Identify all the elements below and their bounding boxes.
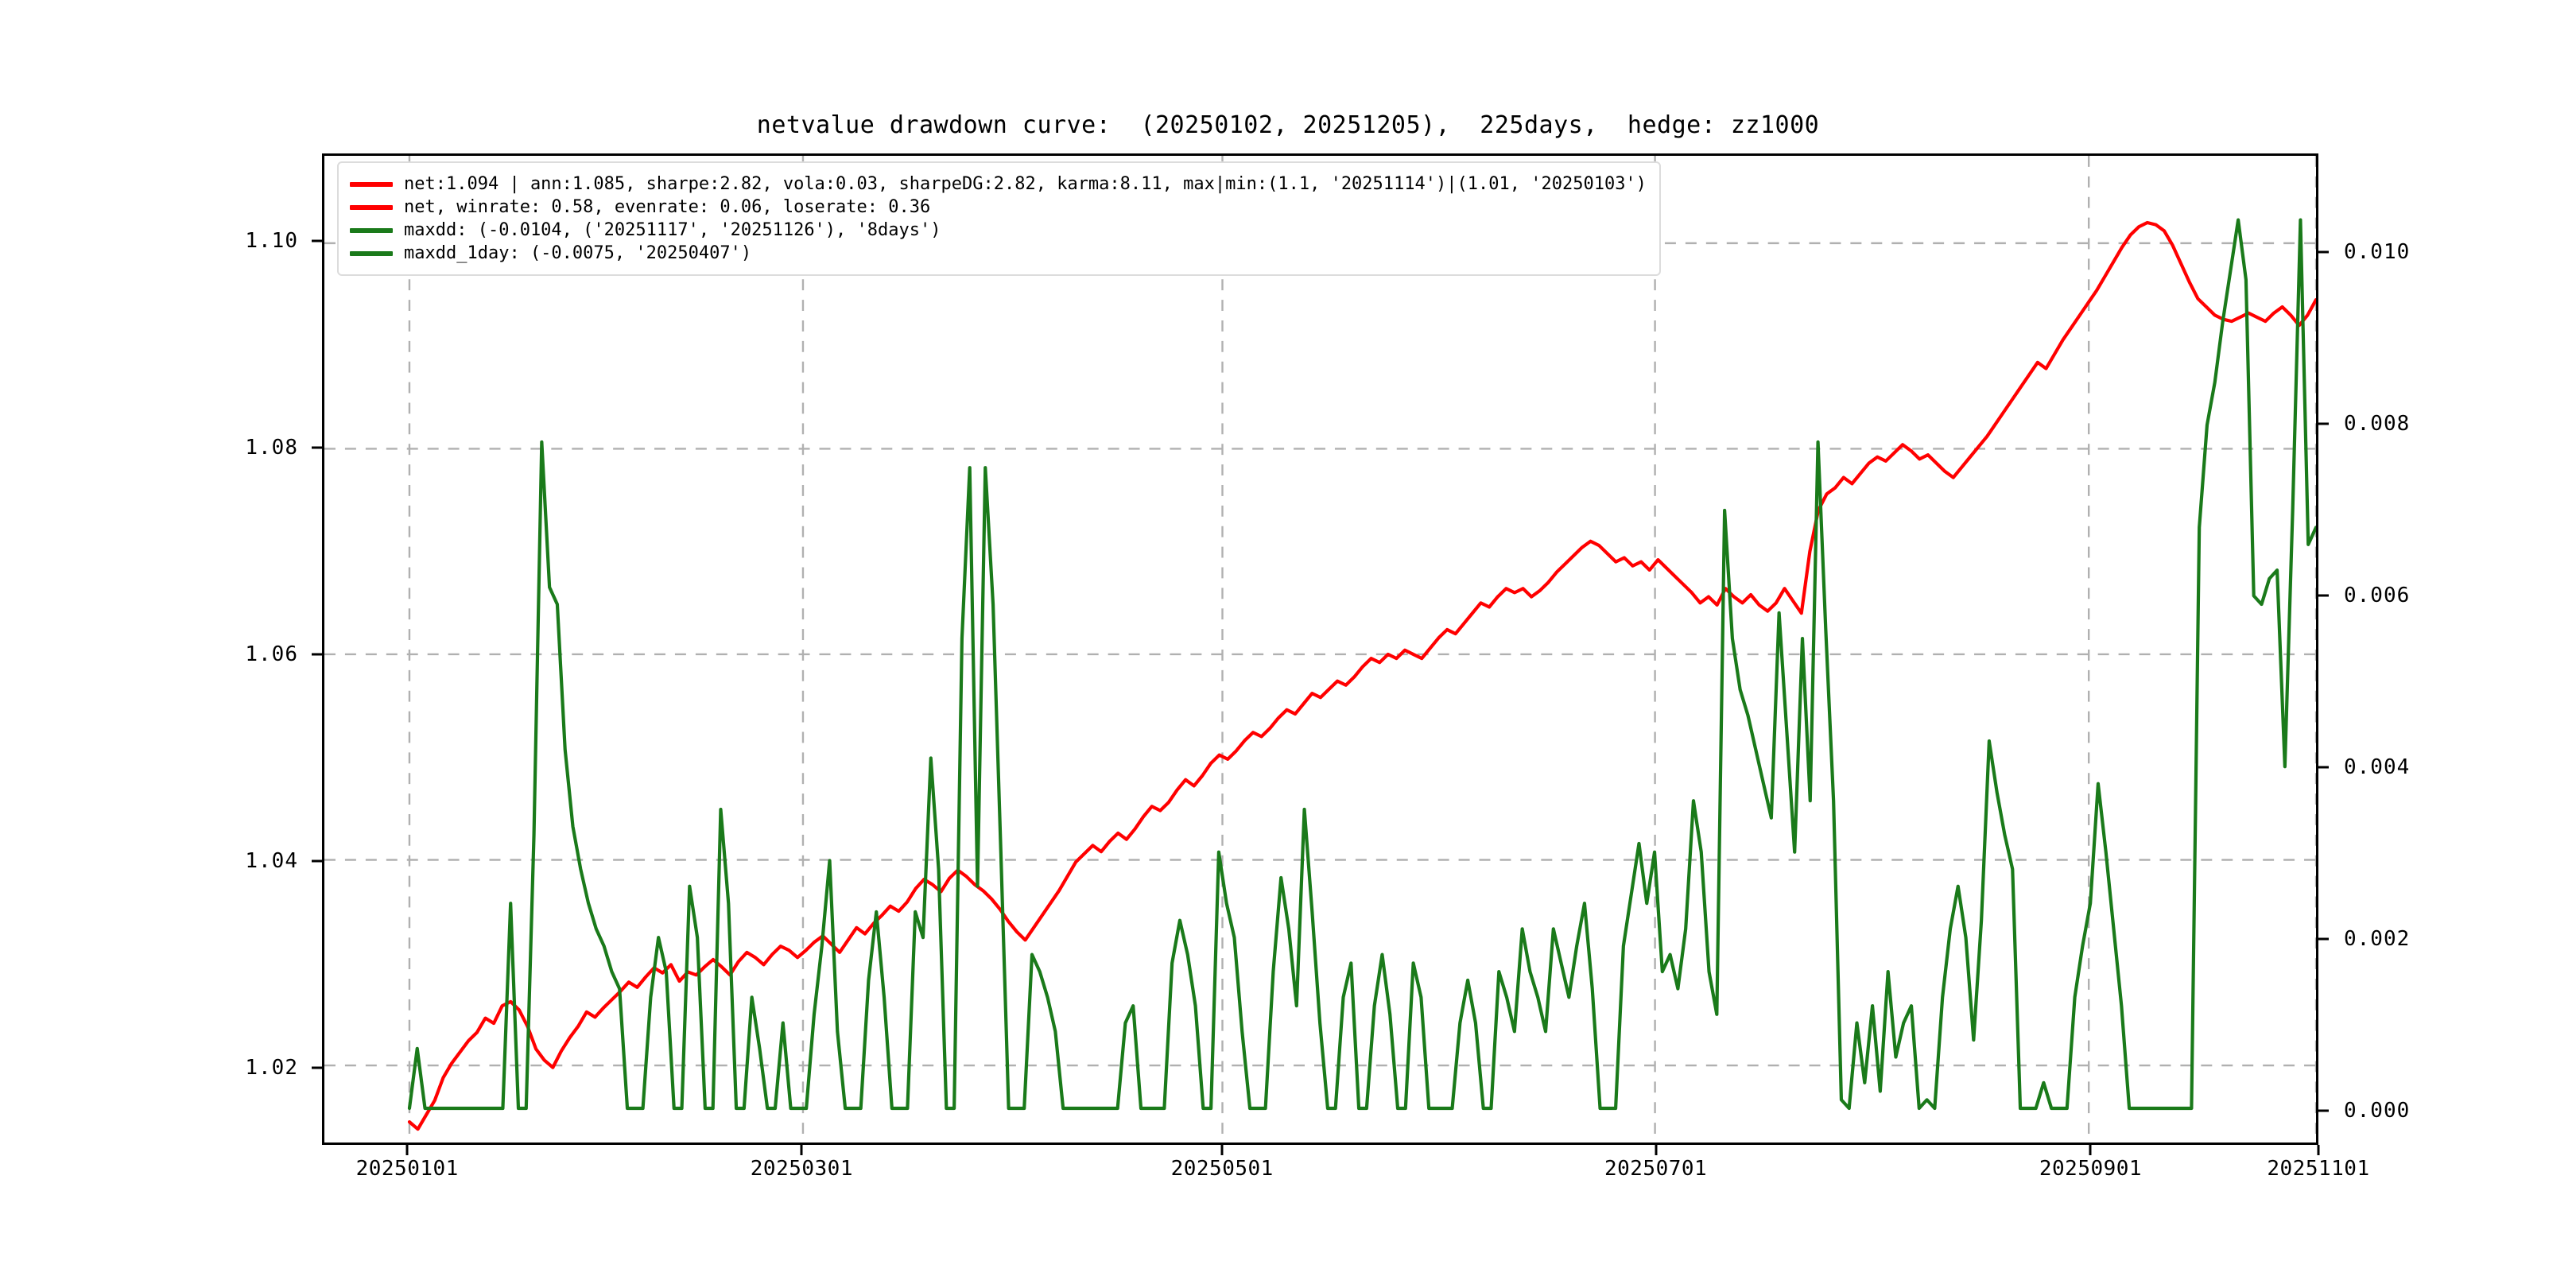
y-axis-right-tick-label: 0.006 (2344, 584, 2411, 608)
chart-legend: net:1.094 | ann:1.085, sharpe:2.82, vola… (337, 161, 1661, 276)
y-axis-left-tick-mark (312, 1066, 322, 1069)
y-axis-left-tick-label: 1.10 (245, 229, 298, 254)
y-axis-right-tick-mark (2318, 766, 2329, 769)
legend-color-swatch (350, 181, 393, 187)
y-axis-left-tick-label: 1.06 (245, 642, 298, 666)
chart-title: netvalue drawdown curve: (20250102, 2025… (756, 111, 1820, 139)
x-axis-tick-mark (1220, 1145, 1224, 1155)
x-axis-tick-mark (405, 1145, 409, 1155)
legend-label: maxdd_1day: (-0.0075, '20250407') (404, 243, 752, 263)
y-axis-right-tick-label: 0.010 (2344, 240, 2411, 265)
y-axis-right-tick-label: 0.002 (2344, 926, 2411, 951)
legend-label: net:1.094 | ann:1.085, sharpe:2.82, vola… (404, 174, 1647, 194)
x-axis-tick-label: 20250701 (1604, 1157, 1708, 1181)
x-axis-tick-mark (2089, 1145, 2092, 1155)
y-axis-left-tick-mark (312, 446, 322, 449)
x-axis-tick-label: 20251101 (2267, 1157, 2370, 1181)
y-axis-right-tick-mark (2318, 594, 2329, 597)
x-axis-tick-mark (1655, 1145, 1658, 1155)
plot-area (322, 153, 2318, 1145)
legend-label: net, winrate: 0.58, evenrate: 0.06, lose… (404, 197, 931, 217)
y-axis-right-tick-mark (2318, 937, 2329, 941)
plot-canvas (324, 156, 2316, 1143)
y-axis-right-tick-label: 0.008 (2344, 412, 2411, 436)
y-axis-right-tick-mark (2318, 1109, 2329, 1112)
x-axis-tick-mark (2317, 1145, 2320, 1155)
y-axis-right-tick-label: 0.000 (2344, 1098, 2411, 1123)
x-axis-tick-label: 20250901 (2039, 1157, 2143, 1181)
y-axis-right-tick-mark (2318, 422, 2329, 425)
legend-entry[interactable]: maxdd_1day: (-0.0075, '20250407') (350, 242, 1647, 265)
y-axis-left-tick-label: 1.08 (245, 436, 298, 460)
y-axis-left-tick-mark (312, 859, 322, 863)
y-axis-left-tick-label: 1.02 (245, 1055, 298, 1080)
x-axis-tick-label: 20250101 (355, 1157, 459, 1181)
y-axis-left-tick-mark (312, 653, 322, 656)
x-axis-tick-mark (800, 1145, 803, 1155)
legend-entry[interactable]: net, winrate: 0.58, evenrate: 0.06, lose… (350, 196, 1647, 219)
series-layer (407, 218, 2316, 1131)
x-axis-tick-label: 20250501 (1170, 1157, 1274, 1181)
legend-entry[interactable]: net:1.094 | ann:1.085, sharpe:2.82, vola… (350, 173, 1647, 196)
legend-color-swatch (350, 227, 393, 233)
legend-color-swatch (350, 204, 393, 210)
y-axis-right-tick-mark (2318, 250, 2329, 254)
y-axis-right-tick-label: 0.004 (2344, 755, 2411, 779)
y-axis-left-tick-mark (312, 239, 322, 242)
x-axis-tick-label: 20250301 (750, 1157, 853, 1181)
legend-label: maxdd: (-0.0104, ('20251117', '20251126'… (404, 220, 941, 240)
legend-color-swatch (350, 250, 393, 256)
y-axis-left-tick-label: 1.04 (245, 848, 298, 873)
legend-entry[interactable]: maxdd: (-0.0104, ('20251117', '20251126'… (350, 219, 1647, 242)
